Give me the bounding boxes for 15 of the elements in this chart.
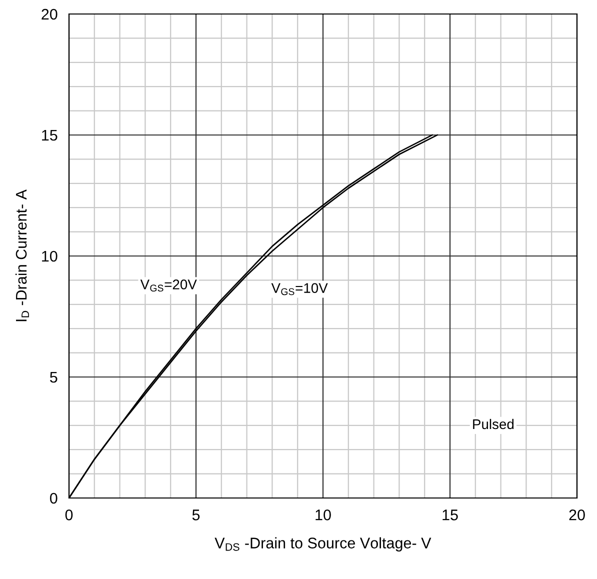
x-axis-title: V$_{DS}$ -Drain to Source Voltage- V (214, 537, 432, 552)
annotation: Pulsed (473, 418, 514, 430)
x-tick-label: 20 (569, 510, 585, 520)
x-tick-label: 10 (316, 510, 331, 520)
series-label: V$_{GS}$=20V (140, 280, 197, 292)
y-axis-title: I$_{D}$ -Drain Current- A (15, 190, 29, 322)
y-tick-label: 15 (42, 130, 58, 141)
x-tick-label: 15 (442, 510, 458, 520)
y-tick-label: 10 (42, 250, 58, 262)
series-label: V$_{GS}$=10V (271, 283, 328, 296)
y-tick-label: 0 (50, 492, 58, 504)
x-tick-label: 5 (192, 510, 200, 520)
x-tick-label: 0 (65, 510, 73, 520)
y-tick-label: 20 (42, 8, 58, 20)
y-tick-label: 5 (50, 372, 58, 383)
